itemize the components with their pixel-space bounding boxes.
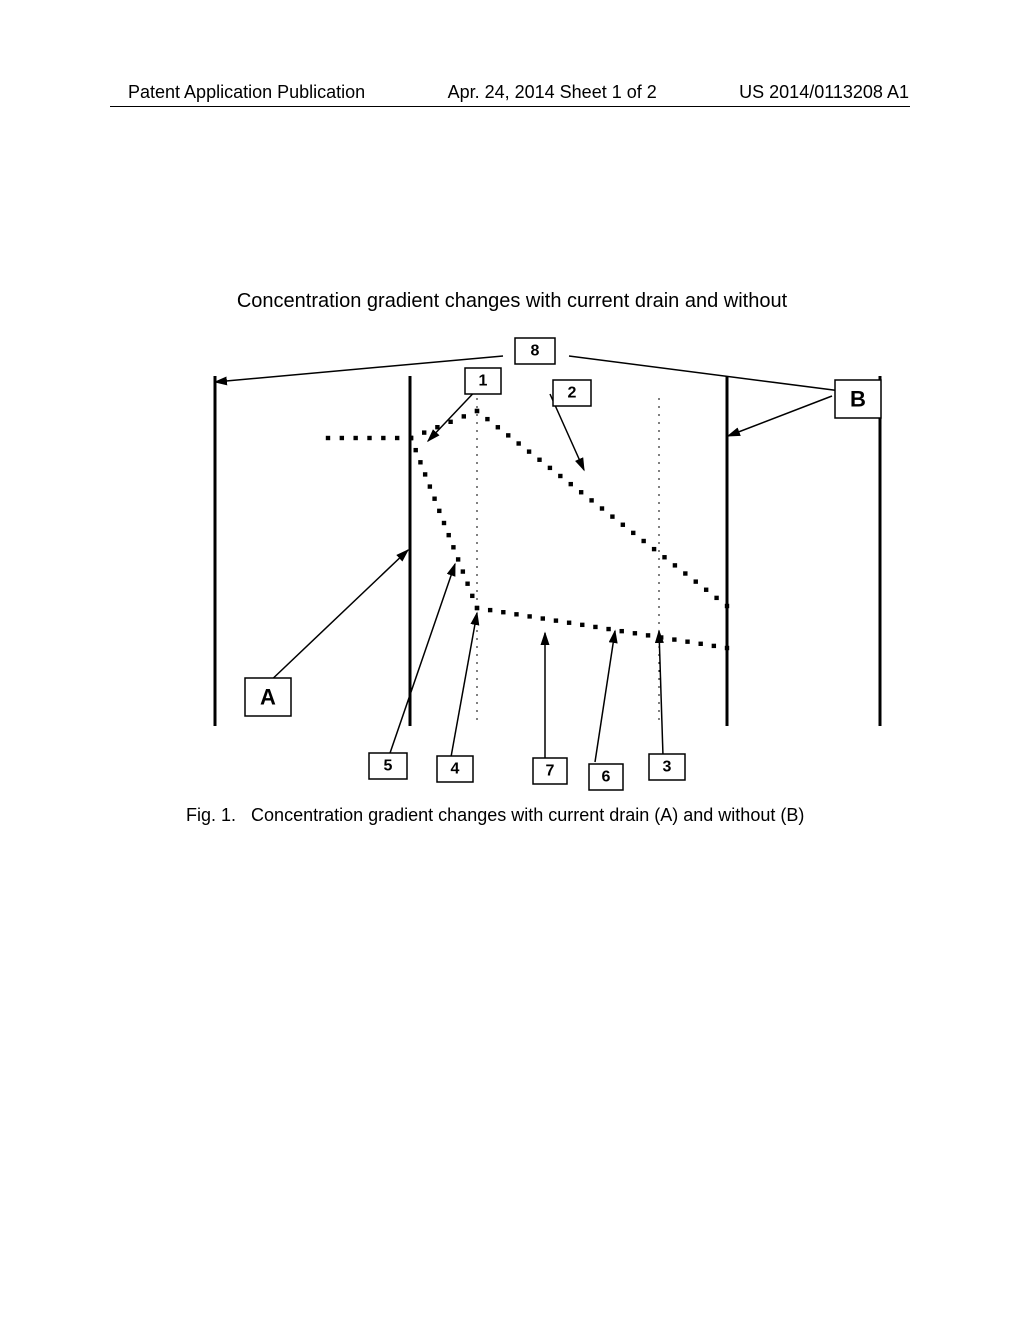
svg-text:6: 6: [602, 769, 611, 786]
svg-text:3: 3: [663, 759, 672, 776]
figure-1-diagram: 8 1 2 B A 5 4 7 6 3: [175, 328, 895, 788]
svg-text:8: 8: [531, 343, 540, 360]
svg-text:B: B: [850, 387, 866, 412]
figure-caption-text: Concentration gradient changes with curr…: [251, 805, 804, 825]
svg-text:5: 5: [384, 758, 393, 775]
header-center: Apr. 24, 2014 Sheet 1 of 2: [448, 82, 657, 103]
svg-text:A: A: [260, 685, 276, 710]
figure-caption: Fig. 1. Concentration gradient changes w…: [186, 805, 804, 826]
header-left: Patent Application Publication: [128, 82, 365, 103]
svg-text:2: 2: [568, 385, 577, 402]
figure-number: Fig. 1.: [186, 805, 236, 825]
svg-text:4: 4: [451, 761, 460, 778]
svg-text:1: 1: [479, 373, 488, 390]
svg-text:7: 7: [546, 763, 555, 780]
header-rule: [110, 106, 910, 107]
figure-title: Concentration gradient changes with curr…: [0, 290, 1024, 313]
header-right: US 2014/0113208 A1: [739, 82, 909, 103]
